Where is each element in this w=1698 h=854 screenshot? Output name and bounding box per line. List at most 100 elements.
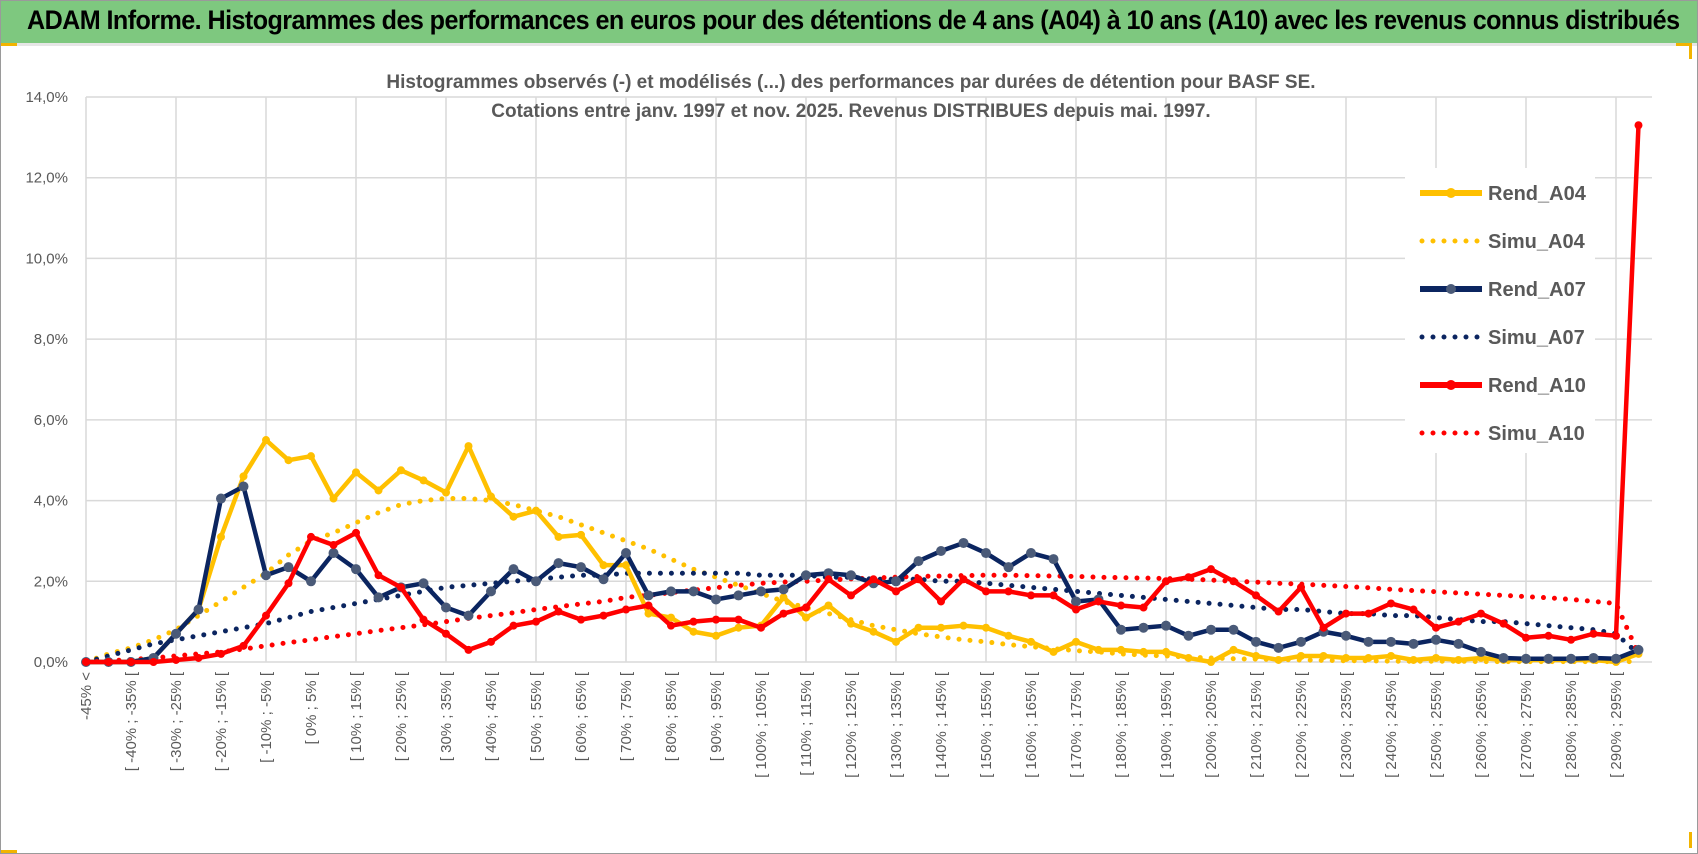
data-point <box>959 621 968 630</box>
data-point <box>82 658 90 666</box>
data-point <box>217 532 225 541</box>
data-point <box>689 617 698 626</box>
data-point <box>1207 658 1215 666</box>
data-point <box>464 645 473 654</box>
data-point <box>1094 645 1103 654</box>
legend-background <box>1405 168 1595 453</box>
data-point <box>779 593 788 602</box>
x-tick-label: [ 160% ; 165% [ <box>1023 671 1040 778</box>
data-point <box>1521 653 1531 664</box>
data-point <box>553 558 564 569</box>
data-point <box>756 586 766 597</box>
legend-label: Rend_A10 <box>1488 375 1586 397</box>
x-tick-label: [ 220% ; 225% [ <box>1293 671 1310 778</box>
data-point <box>284 456 293 465</box>
x-tick-label: [ 60% ; 65% [ <box>573 671 590 761</box>
data-point <box>1116 624 1126 635</box>
data-point <box>1431 634 1441 645</box>
data-point <box>1477 609 1485 618</box>
data-point <box>1341 630 1351 641</box>
data-point <box>397 583 405 592</box>
data-point <box>847 591 855 600</box>
data-point <box>577 530 585 539</box>
x-tick-label: [ 120% ; 125% [ <box>843 671 860 778</box>
data-point <box>1003 562 1014 573</box>
data-point <box>891 576 901 587</box>
series-line <box>83 570 1641 665</box>
data-point <box>508 564 519 575</box>
data-point <box>1387 599 1395 608</box>
data-point <box>283 562 294 573</box>
data-point <box>374 571 383 580</box>
data-point <box>621 548 631 559</box>
data-point <box>598 574 609 585</box>
data-point <box>1566 653 1576 664</box>
data-point <box>1027 591 1035 600</box>
data-point <box>778 584 789 595</box>
data-point <box>1342 653 1350 662</box>
legend-label: Simu_A07 <box>1488 327 1585 349</box>
data-point <box>643 590 654 601</box>
data-point <box>1004 587 1013 596</box>
x-tick-label: [ 260% ; 265% [ <box>1473 671 1490 778</box>
data-point <box>734 623 743 632</box>
data-point <box>487 492 495 501</box>
data-point <box>1162 577 1170 586</box>
data-point <box>1589 629 1598 638</box>
series-layer <box>81 121 1644 667</box>
data-point <box>1453 638 1464 649</box>
data-point <box>487 637 495 646</box>
data-point <box>1544 631 1553 640</box>
data-point <box>1229 645 1238 654</box>
data-point <box>1409 605 1418 614</box>
data-point <box>1319 623 1328 632</box>
y-tick-label: 8,0% <box>34 331 68 348</box>
series-rend_a10 <box>82 121 1643 666</box>
chart-title-line-2: Cotations entre janv. 1997 et nov. 2025.… <box>491 101 1210 122</box>
data-point <box>892 637 900 646</box>
data-point <box>418 578 429 589</box>
x-tick-label: [ 130% ; 135% [ <box>888 671 905 778</box>
y-tick-label: 10,0% <box>25 250 68 267</box>
data-point <box>239 641 248 650</box>
x-tick-label: [ -20% ; -15% [ <box>213 671 230 771</box>
page-title: ADAM Informe. Histogrammes des performan… <box>27 5 1680 35</box>
data-point <box>149 658 158 666</box>
series-line <box>86 484 1640 665</box>
y-axis: 0,0% 2,0% 4,0% 6,0% 8,0% 10,0% 12,0% 14,0% <box>25 89 68 671</box>
data-point <box>486 586 496 597</box>
data-point <box>981 548 991 559</box>
data-point <box>958 537 969 548</box>
data-point <box>1251 636 1261 647</box>
legend: Rend_A04 Simu_A04 Rend_A07 Simu_A07 Rend_A10… <box>1405 168 1595 453</box>
data-point <box>262 436 270 445</box>
data-point <box>554 532 563 541</box>
data-point <box>1184 653 1193 662</box>
x-tick-label: [ 170% ; 175% [ <box>1068 671 1085 778</box>
x-tick-label: [ 280% ; 285% [ <box>1563 671 1580 778</box>
data-point <box>914 623 923 632</box>
data-point <box>824 575 833 584</box>
data-point <box>328 548 339 559</box>
data-point <box>1296 636 1306 647</box>
data-point <box>1543 653 1554 664</box>
data-point <box>801 570 811 581</box>
x-tick-label: [ 240% ; 245% [ <box>1383 671 1400 778</box>
data-point <box>712 631 720 640</box>
x-tick-label: [ 100% ; 105% [ <box>753 671 770 778</box>
data-point <box>599 561 608 570</box>
series-rend_a04 <box>82 436 1643 666</box>
data-point <box>914 575 923 584</box>
legend-marker <box>1446 284 1456 294</box>
data-point <box>779 609 788 618</box>
x-tick-label: [ 20% ; 25% [ <box>393 671 410 761</box>
data-point <box>262 611 270 620</box>
legend-label: Rend_A07 <box>1488 279 1586 301</box>
data-point <box>1567 635 1575 644</box>
data-point <box>171 628 181 639</box>
data-point <box>329 540 338 549</box>
data-point <box>193 604 204 615</box>
data-point <box>1297 651 1305 660</box>
data-point <box>1048 554 1059 565</box>
data-point <box>104 658 113 666</box>
